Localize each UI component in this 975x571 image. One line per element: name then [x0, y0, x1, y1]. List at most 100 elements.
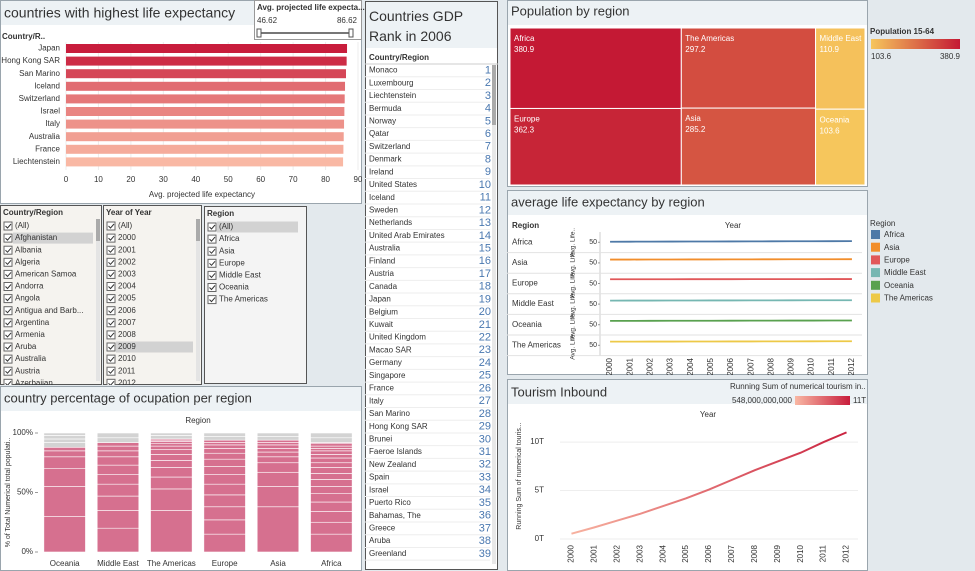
- checkbox[interactable]: [106, 257, 116, 267]
- filter-item[interactable]: 2002: [118, 257, 136, 266]
- filter-item[interactable]: (All): [219, 222, 234, 231]
- filter-item[interactable]: 2009: [118, 342, 136, 351]
- x-tick-label: 2001: [625, 357, 634, 375]
- filter-item[interactable]: 2012: [118, 378, 136, 387]
- checkbox[interactable]: [106, 294, 116, 304]
- legend-label: Asia: [884, 243, 900, 252]
- bar-segment: [96, 510, 140, 529]
- filter-item[interactable]: Africa: [219, 234, 240, 243]
- slider-handle[interactable]: [256, 28, 262, 38]
- rank-value: 16: [479, 255, 491, 267]
- checkbox[interactable]: [3, 354, 13, 364]
- checkbox[interactable]: [106, 330, 116, 340]
- filter-item[interactable]: The Americas: [219, 295, 268, 304]
- x-tick-label: 40: [191, 175, 200, 184]
- checkbox[interactable]: [106, 221, 116, 231]
- filter-item[interactable]: Australia: [15, 354, 47, 363]
- filter-title: Region: [207, 209, 234, 218]
- checkbox[interactable]: [3, 294, 13, 304]
- country-name: New Zealand: [369, 460, 416, 469]
- scroll-thumb[interactable]: [492, 65, 496, 125]
- filter-item[interactable]: Armenia: [15, 330, 45, 339]
- filter-item[interactable]: Albania: [15, 245, 42, 254]
- filter-item[interactable]: American Samoa: [15, 270, 77, 279]
- rank-value: 2: [485, 77, 491, 89]
- checkbox[interactable]: [106, 342, 116, 352]
- checkbox[interactable]: [3, 342, 13, 352]
- checkbox[interactable]: [106, 233, 116, 243]
- x-tick-label: 60: [256, 175, 265, 184]
- checkbox[interactable]: [106, 306, 116, 316]
- filter-item[interactable]: 2003: [118, 270, 136, 279]
- checkbox[interactable]: [3, 366, 13, 376]
- country-name: Germany: [369, 358, 402, 367]
- filter-item[interactable]: 2000: [118, 233, 136, 242]
- filter-item[interactable]: Argentina: [15, 318, 50, 327]
- filter-item[interactable]: Oceania: [219, 283, 249, 292]
- filter-item[interactable]: Austria: [15, 366, 40, 375]
- x-tick-label: 90: [354, 175, 363, 184]
- x-tick-label: 2009: [787, 357, 796, 375]
- bar-segment: [310, 511, 353, 523]
- checkbox[interactable]: [106, 269, 116, 279]
- filter-item[interactable]: Asia: [219, 246, 235, 255]
- filter-item[interactable]: Azerbaijan: [15, 378, 53, 387]
- filter-item[interactable]: Afghanistan: [15, 233, 57, 242]
- rank-value: 12: [479, 204, 491, 216]
- bar-segment: [256, 444, 300, 449]
- filter-item[interactable]: Middle East: [219, 271, 262, 280]
- checkbox[interactable]: [3, 330, 13, 340]
- filter-item[interactable]: Andorra: [15, 282, 44, 291]
- filter-item[interactable]: 2007: [118, 318, 136, 327]
- filter-item[interactable]: Aruba: [15, 342, 37, 351]
- filter-item[interactable]: 2006: [118, 306, 136, 315]
- filter-item[interactable]: (All): [15, 221, 30, 230]
- rank-value: 19: [479, 293, 491, 305]
- checkbox[interactable]: [3, 233, 13, 243]
- checkbox[interactable]: [106, 354, 116, 364]
- rank-value: 9: [485, 166, 491, 178]
- filter-item[interactable]: 2010: [118, 354, 136, 363]
- checkbox[interactable]: [207, 222, 217, 232]
- checkbox[interactable]: [106, 245, 116, 255]
- filter-item[interactable]: 2001: [118, 245, 136, 254]
- checkbox[interactable]: [106, 378, 116, 387]
- checkbox[interactable]: [3, 378, 13, 387]
- checkbox[interactable]: [207, 234, 217, 244]
- y-tick-label: 50: [589, 301, 597, 308]
- check: [108, 247, 115, 253]
- checkbox[interactable]: [3, 269, 13, 279]
- slider-handle[interactable]: [348, 28, 354, 38]
- filter-item[interactable]: 2011: [118, 366, 136, 375]
- filter-item[interactable]: 2008: [118, 330, 136, 339]
- table-header: Country/Region: [369, 53, 429, 62]
- filter-item[interactable]: 2005: [118, 294, 136, 303]
- filter-item[interactable]: Antigua and Barb...: [15, 306, 84, 315]
- filter-item[interactable]: Algeria: [15, 257, 40, 266]
- checkbox[interactable]: [106, 282, 116, 291]
- scroll-thumb[interactable]: [96, 219, 100, 241]
- filter-item[interactable]: Angola: [15, 294, 40, 303]
- x-header: Year: [700, 410, 717, 419]
- checkbox[interactable]: [3, 318, 13, 328]
- filter-panel: Region (All) Africa Asia Europe Middle East Oc…: [207, 209, 298, 305]
- scroll-thumb[interactable]: [196, 219, 200, 241]
- bar-segment: [256, 432, 300, 437]
- checkbox[interactable]: [3, 257, 13, 267]
- bar-segment: [310, 448, 353, 452]
- checkbox[interactable]: [207, 270, 217, 280]
- checkbox[interactable]: [207, 295, 217, 305]
- checkbox[interactable]: [3, 306, 13, 316]
- checkbox[interactable]: [207, 283, 217, 292]
- checkbox[interactable]: [207, 246, 217, 256]
- checkbox[interactable]: [3, 282, 13, 291]
- checkbox[interactable]: [106, 366, 116, 376]
- filter-item[interactable]: 2004: [118, 282, 136, 291]
- checkbox[interactable]: [3, 245, 13, 255]
- filter-item[interactable]: (All): [118, 221, 133, 230]
- filter-item[interactable]: Europe: [219, 258, 245, 267]
- checkbox[interactable]: [3, 221, 13, 231]
- x-tick-label: 2007: [746, 357, 755, 375]
- checkbox[interactable]: [106, 318, 116, 328]
- checkbox[interactable]: [207, 258, 217, 268]
